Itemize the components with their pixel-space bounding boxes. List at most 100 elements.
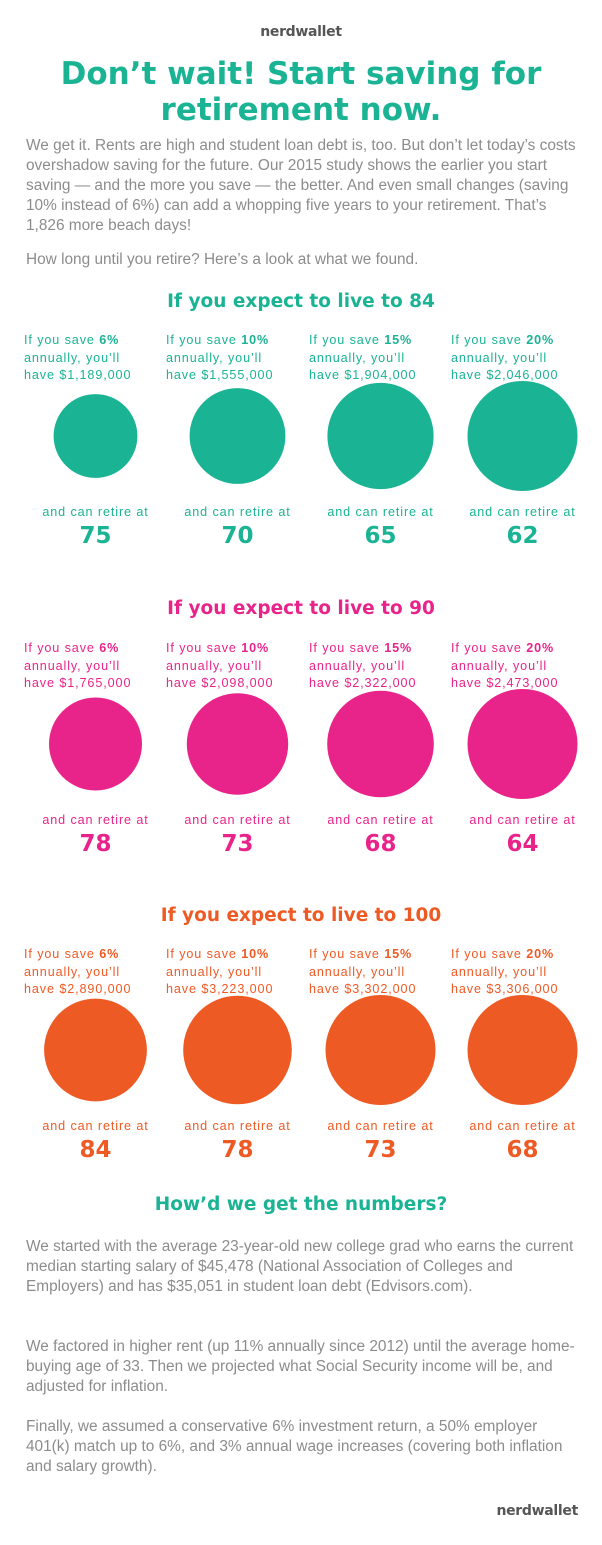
bubble-svg: [189, 388, 286, 484]
annually-text: annually, you’ll: [309, 658, 406, 673]
methodology-paragraph-2: We factored in higher rent (up 11% annua…: [26, 1338, 575, 1395]
retire-age: 78: [221, 1137, 254, 1163]
savings-option: If you save 20% annually, you’ll have $2,0…: [451, 332, 594, 592]
page-title: Don’t wait! Start saving for retirement …: [60, 56, 542, 128]
save-prefix: If you save: [24, 947, 100, 961]
retire-label: and can retire at: [184, 1119, 291, 1133]
save-rate: 15%: [384, 947, 413, 961]
save-rate: 10%: [241, 947, 270, 961]
savings-option: If you save 6% annually, you’ll have $1,18…: [24, 332, 167, 592]
savings-amount: $2,473,000: [486, 676, 559, 690]
annually-text: annually, you’ll: [451, 964, 548, 979]
savings-caption: If you save 6% annually, you’ll have $1,76…: [24, 640, 131, 693]
savings-option: If you save 6% annually, you’ll have $2,89…: [24, 946, 167, 1206]
savings-amount: $2,322,000: [344, 676, 417, 690]
savings-option: If you save 15% annually, you’ll have $1,9…: [309, 332, 452, 592]
save-rate: 10%: [241, 641, 270, 655]
savings-bubble: [327, 690, 434, 798]
save-prefix: If you save: [309, 947, 385, 961]
savings-option: If you save 10% annually, you’ll have $1,5…: [166, 332, 309, 592]
savings-amount: $3,306,000: [486, 982, 559, 996]
savings-caption: If you save 20% annually, you’ll have $2,4…: [451, 640, 558, 693]
retire-label: and can retire at: [327, 813, 434, 827]
annually-text: annually, you’ll: [24, 350, 121, 365]
savings-amount: $2,890,000: [59, 982, 132, 996]
save-prefix: If you save: [166, 947, 242, 961]
savings-amount: $1,555,000: [201, 368, 274, 382]
retire-age: 68: [506, 1137, 539, 1163]
have-prefix: have: [166, 982, 202, 996]
savings-amount: $1,189,000: [59, 368, 132, 382]
savings-bubble: [44, 998, 147, 1102]
annually-text: annually, you’ll: [24, 964, 121, 979]
annually-text: annually, you’ll: [451, 350, 548, 365]
annually-text: annually, you’ll: [451, 658, 548, 673]
section-title-3: If you expect to live to 100: [160, 905, 442, 926]
savings-bubble: [467, 689, 578, 799]
retire-age: 62: [506, 523, 539, 549]
nerdwallet-logo-footer: nerdwallet: [496, 1503, 578, 1519]
savings-bubble: [325, 995, 436, 1105]
retire-label: and can retire at: [469, 1119, 576, 1133]
retire-age: 64: [506, 831, 539, 857]
save-rate: 10%: [241, 333, 270, 347]
savings-caption: If you save 10% annually, you’ll have $1,5…: [166, 332, 273, 385]
save-prefix: If you save: [24, 333, 100, 347]
save-prefix: If you save: [309, 641, 385, 655]
savings-bubble: [189, 388, 286, 484]
intro-paragraph: We get it. Rents are high and student lo…: [26, 137, 576, 234]
save-rate: 6%: [99, 947, 120, 961]
annually-text: annually, you’ll: [166, 350, 263, 365]
have-prefix: have: [24, 982, 60, 996]
bubble-svg: [183, 995, 292, 1105]
savings-caption: If you save 15% annually, you’ll have $2,3…: [309, 640, 416, 693]
save-rate: 20%: [526, 947, 555, 961]
have-prefix: have: [451, 982, 487, 996]
have-prefix: have: [309, 368, 345, 382]
savings-amount: $2,046,000: [486, 368, 559, 382]
retire-label: and can retire at: [42, 813, 149, 827]
bubble-svg: [327, 382, 434, 490]
save-rate: 20%: [526, 333, 555, 347]
savings-caption: If you save 20% annually, you’ll have $2,0…: [451, 332, 558, 385]
savings-option: If you save 10% annually, you’ll have $2,0…: [166, 640, 309, 900]
savings-bubble: [183, 995, 292, 1105]
annually-text: annually, you’ll: [24, 658, 121, 673]
savings-bubble: [53, 394, 138, 478]
retire-age: 70: [221, 523, 254, 549]
bubble-svg: [186, 693, 289, 795]
nerdwallet-logo: nerdwallet: [260, 24, 342, 40]
annually-text: annually, you’ll: [309, 964, 406, 979]
savings-amount: $3,223,000: [201, 982, 274, 996]
save-rate: 6%: [99, 641, 120, 655]
methodology-paragraph-1: We started with the average 23-year-old …: [26, 1238, 574, 1295]
save-prefix: If you save: [451, 641, 527, 655]
scenario-chart-2: If you save 6% annually, you’ll have $1,76…: [0, 640, 602, 900]
savings-option: If you save 10% annually, you’ll have $3,2…: [166, 946, 309, 1206]
savings-bubble: [327, 382, 434, 490]
have-prefix: have: [309, 982, 345, 996]
savings-amount: $1,765,000: [59, 676, 132, 690]
save-prefix: If you save: [24, 641, 100, 655]
retire-label: and can retire at: [469, 813, 576, 827]
save-prefix: If you save: [166, 641, 242, 655]
retire-age: 78: [79, 831, 112, 857]
savings-option: If you save 15% annually, you’ll have $2,3…: [309, 640, 452, 900]
savings-caption: If you save 15% annually, you’ll have $3,3…: [309, 946, 416, 999]
annually-text: annually, you’ll: [309, 350, 406, 365]
retire-age: 68: [364, 831, 397, 857]
scenario-chart-1: If you save 6% annually, you’ll have $1,18…: [0, 332, 602, 592]
retire-label: and can retire at: [469, 505, 576, 519]
have-prefix: have: [24, 368, 60, 382]
savings-bubble: [467, 995, 578, 1105]
bubble-svg: [467, 689, 578, 799]
have-prefix: have: [166, 368, 202, 382]
save-prefix: If you save: [451, 333, 527, 347]
retire-age: 75: [79, 523, 112, 549]
savings-caption: If you save 6% annually, you’ll have $2,89…: [24, 946, 131, 999]
savings-bubble: [49, 697, 142, 791]
section-title-1: If you expect to live to 84: [167, 291, 435, 312]
bubble-svg: [325, 995, 436, 1105]
retire-age: 65: [364, 523, 397, 549]
save-rate: 15%: [384, 641, 413, 655]
